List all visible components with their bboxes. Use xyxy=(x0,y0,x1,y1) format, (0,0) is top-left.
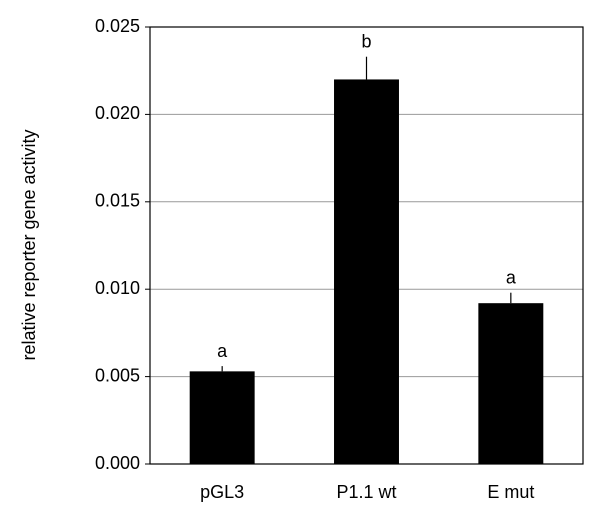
x-tick-label: E mut xyxy=(487,482,534,502)
x-tick-label: pGL3 xyxy=(200,482,244,502)
significance-letter: a xyxy=(506,267,517,287)
bar xyxy=(478,303,544,464)
y-tick-label: 0.000 xyxy=(95,453,140,473)
significance-letter: b xyxy=(361,31,371,51)
y-tick-label: 0.015 xyxy=(95,191,140,211)
y-axis-label: relative reporter gene activity xyxy=(19,129,39,360)
bar xyxy=(189,371,255,464)
y-tick-label: 0.010 xyxy=(95,278,140,298)
significance-letter: a xyxy=(217,341,228,361)
y-tick-label: 0.020 xyxy=(95,103,140,123)
bar xyxy=(334,79,399,464)
y-tick-label: 0.005 xyxy=(95,365,140,385)
y-tick-label: 0.025 xyxy=(95,16,140,36)
x-tick-label: P1.1 wt xyxy=(336,482,396,502)
